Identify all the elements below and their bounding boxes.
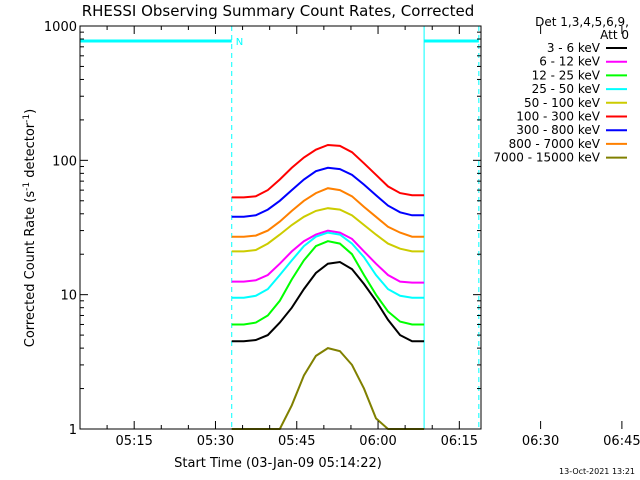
y-tick-label: 100	[52, 154, 77, 169]
series-line-3	[231, 231, 425, 299]
x-axis-label: Start Time (03-Jan-09 05:14:22)	[174, 456, 382, 471]
series-line-6	[231, 166, 425, 218]
legend-label-7: 800 - 7000 keV	[509, 137, 601, 151]
x-tick-label: 06:45	[603, 434, 640, 449]
x-tick-label: 06:15	[441, 434, 478, 449]
x-tick-label: 06:30	[522, 434, 559, 449]
x-axis-ticks: 05:15 05:30 05:45 06:00 06:15 06:30 06:45	[79, 26, 640, 449]
footer-date: 13-Oct-2021 13:21	[559, 467, 635, 476]
legend-label-6: 300 - 800 keV	[516, 123, 600, 137]
legend-header-line-2: Att 0	[600, 28, 629, 42]
y-tick-label: 1000	[44, 20, 77, 35]
x-tick-label: 06:00	[359, 434, 396, 449]
plot-frame	[79, 25, 482, 430]
legend-label-1: 6 - 12 keV	[539, 55, 601, 69]
series-line-1	[231, 229, 425, 284]
chart-title: RHESSI Observing Summary Count Rates, Co…	[82, 2, 475, 20]
legend-label-4: 50 - 100 keV	[524, 96, 601, 110]
legend-label-8: 7000 - 15000 keV	[493, 151, 600, 165]
y-axis-ticks: 1 10 100 1000	[44, 20, 481, 438]
legend-label-3: 25 - 50 keV	[532, 82, 601, 96]
night-label: N	[236, 37, 243, 48]
x-tick-label: 05:15	[115, 434, 152, 449]
legend-label-5: 100 - 300 keV	[516, 110, 600, 124]
series-line-2	[231, 240, 425, 326]
legend-header-line-1: Det 1,3,4,5,6,9,	[535, 15, 629, 29]
legend-label-0: 3 - 6 keV	[547, 41, 601, 55]
y-axis-label: Corrected Count Rate (s-1 detector-1)	[22, 109, 38, 347]
series-line-7	[231, 187, 425, 238]
x-tick-label: 05:45	[278, 434, 315, 449]
series-line-5	[231, 143, 425, 199]
series-line-0	[231, 260, 425, 343]
legend-label-2: 12 - 25 keV	[532, 68, 601, 82]
y-tick-label: 1	[69, 423, 77, 438]
x-tick-label: 05:30	[197, 434, 234, 449]
series-line-4	[231, 207, 425, 253]
y-tick-label: 10	[60, 289, 77, 304]
